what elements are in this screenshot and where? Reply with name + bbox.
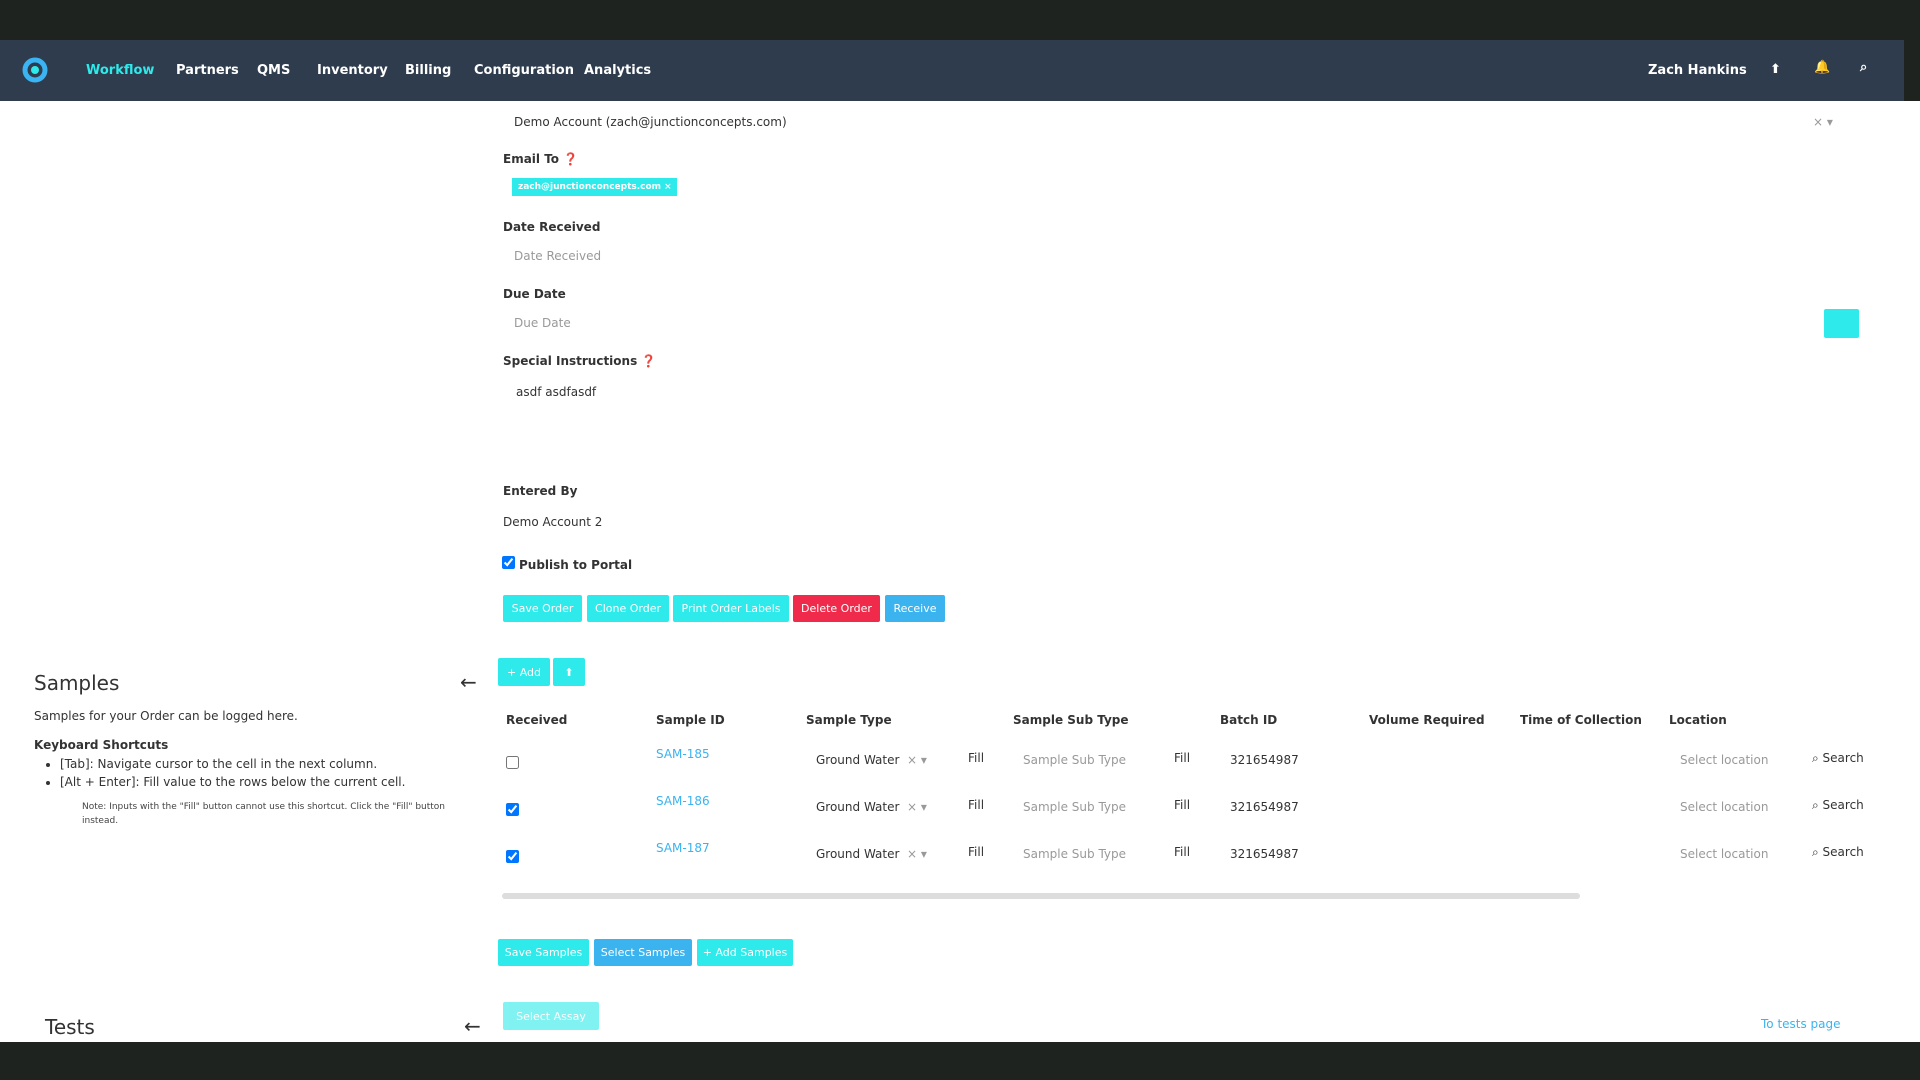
upload-icon[interactable]: ⬆ [1770,62,1781,77]
checkbox[interactable]: Publish to Portal [502,556,632,572]
calendar-button[interactable] [1824,309,1859,338]
search-button[interactable]: ⌕ Search [1812,798,1864,812]
shortcuts-title: Keyboard Shortcuts [34,738,169,752]
sub-type[interactable]: Sample Sub Type [1023,800,1127,814]
batch-id[interactable]: 321654987 [1230,800,1299,814]
sample-type[interactable]: Ground Water [816,753,900,767]
column-header: Sample ID [656,713,725,727]
scrollbar[interactable] [502,893,1580,899]
add-button[interactable]: + Add [498,658,550,686]
input[interactable]: Date Received [514,249,602,263]
fill-button[interactable]: Fill [1174,845,1191,859]
button[interactable]: Print Order Labels [673,595,789,622]
label: Due Date [503,287,566,301]
navbar [0,40,1904,101]
location[interactable]: Select location [1680,800,1769,814]
column-header: Batch ID [1220,713,1278,727]
sample-link[interactable]: SAM-187 [656,841,710,855]
search-button[interactable]: ⌕ Search [1812,845,1864,859]
button[interactable]: Delete Order [793,595,880,622]
button[interactable]: Save Order [503,595,582,622]
fill-button[interactable]: Fill [968,845,985,859]
label: Entered By [503,484,578,498]
checkbox[interactable] [506,848,519,867]
section-title: Tests [45,1015,95,1039]
clear-icon[interactable]: × ▾ [907,800,927,814]
user-menu[interactable]: Zach Hankins [1648,63,1747,78]
location[interactable]: Select location [1680,753,1769,767]
button[interactable]: Select Samples [594,939,692,966]
label: Date Received [503,220,601,234]
batch-id[interactable]: 321654987 [1230,753,1299,767]
email-tag[interactable]: zach@junctionconcepts.com × [512,178,677,196]
checkbox[interactable] [506,754,519,773]
logo [22,57,48,83]
clear-icon[interactable]: × ▾ [907,847,927,861]
section-title: Samples [34,671,120,695]
button[interactable]: Clone Order [587,595,669,622]
clear-icon[interactable]: × ▾ [907,753,927,767]
sample-type[interactable]: Ground Water [816,800,900,814]
search-icon[interactable]: ⌕ [1860,60,1868,75]
sample-link[interactable]: SAM-185 [656,747,710,761]
search-button[interactable]: ⌕ Search [1812,751,1864,765]
button[interactable]: Receive [885,595,945,622]
nav-item[interactable]: Inventory [317,63,388,78]
label: Special Instructions ❓ [503,354,657,368]
fill-button[interactable]: Fill [1174,751,1191,765]
button[interactable]: + Add Samples [697,939,793,966]
button[interactable]: Save Samples [498,939,589,966]
bell-icon[interactable]: 🔔 [1814,60,1831,75]
column-header: Location [1669,713,1727,727]
search-label: Search [1822,751,1864,765]
nav-item[interactable]: Configuration [474,63,574,78]
fill-button[interactable]: Fill [1174,798,1191,812]
nav-item[interactable]: Partners [176,63,239,78]
sub-type[interactable]: Sample Sub Type [1023,753,1127,767]
sample-link[interactable]: SAM-186 [656,794,710,808]
select-assay[interactable]: Select Assay [503,1002,599,1030]
clear-icon[interactable]: × ▾ [1813,115,1833,129]
sub-type[interactable]: Sample Sub Type [1023,847,1127,861]
column-header: Sample Sub Type [1013,713,1129,727]
shortcut: [Tab]: Navigate cursor to the cell in th… [60,755,405,773]
column-header: Sample Type [806,713,892,727]
shortcut-list: [Tab]: Navigate cursor to the cell in th… [14,755,405,791]
collapse-arrow[interactable]: ← [464,1014,481,1038]
location[interactable]: Select location [1680,847,1769,861]
column-header: Volume Required [1369,713,1485,727]
sample-type[interactable]: Ground Water [816,847,900,861]
checkbox[interactable] [506,801,519,820]
nav-item[interactable]: QMS [257,63,291,78]
collapse-arrow[interactable]: ← [460,670,477,694]
textarea[interactable]: asdf asdfasdf [516,385,597,399]
description: Samples for your Order can be logged her… [34,709,298,723]
note: Note: Inputs with the "Fill" button cann… [82,802,446,826]
content [0,101,1920,1042]
search-label: Search [1822,845,1864,859]
shortcut: [Alt + Enter]: Fill value to the rows be… [60,773,405,791]
input[interactable]: Due Date [514,316,571,330]
nav-item[interactable]: Workflow [86,63,155,78]
search-label: Search [1822,798,1864,812]
batch-id[interactable]: 321654987 [1230,847,1299,861]
upload-button[interactable]: ⬆ [553,658,585,686]
value: Demo Account 2 [503,515,603,529]
column-header: Time of Collection [1520,713,1642,727]
label: Email To ❓ [503,152,579,166]
fill-button[interactable]: Fill [968,798,985,812]
nav-item[interactable]: Analytics [584,63,652,78]
fill-button[interactable]: Fill [968,751,985,765]
nav-item[interactable]: Billing [405,63,452,78]
column-header: Received [506,713,568,727]
account-field[interactable]: Demo Account (zach@junctionconcepts.com) [514,115,787,129]
tests-link[interactable]: To tests page [1761,1017,1841,1031]
